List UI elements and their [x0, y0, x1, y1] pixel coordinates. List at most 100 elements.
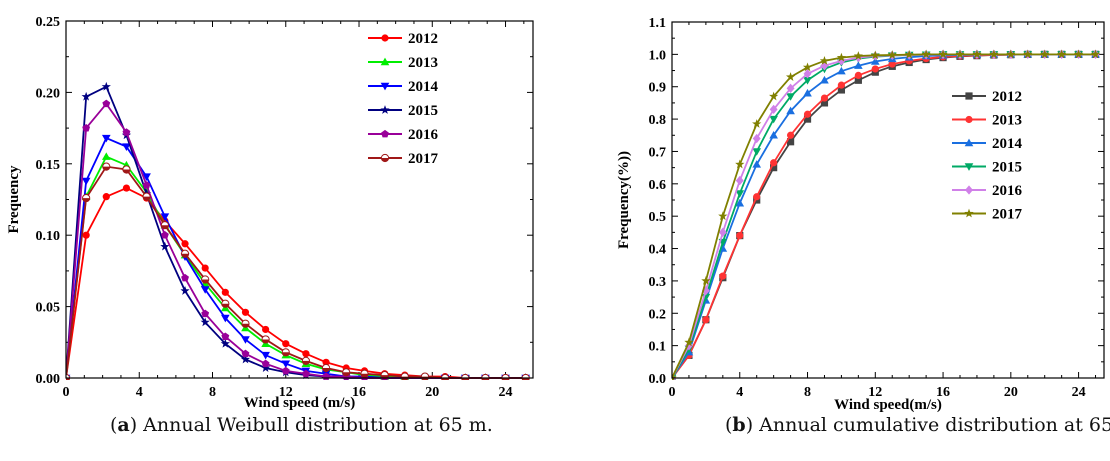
data-point	[82, 193, 91, 203]
data-point	[221, 299, 230, 308]
legend-label: 2016	[408, 127, 439, 143]
x-tick-label: 16	[352, 385, 366, 400]
data-point	[301, 369, 310, 378]
x-tick-label: 16	[936, 385, 950, 400]
data-point	[955, 49, 965, 59]
data-point	[342, 368, 351, 377]
x-tick-label: 4	[136, 385, 143, 400]
data-point	[752, 148, 762, 156]
data-point	[820, 99, 829, 107]
x-axis-title: Wind speed(m/s)	[834, 397, 942, 413]
series-line	[66, 102, 526, 379]
data-point	[786, 106, 795, 115]
marker-fill	[142, 196, 151, 201]
data-point	[200, 317, 210, 327]
data-point	[221, 332, 230, 340]
data-point	[752, 133, 761, 144]
data-point	[221, 288, 229, 296]
data-point	[921, 49, 931, 59]
y-tick-label: 0.00	[36, 372, 61, 387]
data-point	[281, 360, 291, 369]
legend-label: 2016	[992, 183, 1023, 199]
legend-label: 2014	[408, 79, 439, 95]
legend-label: 2014	[992, 136, 1023, 152]
legend-marker	[965, 185, 973, 195]
data-point	[820, 94, 829, 102]
data-point	[802, 62, 813, 72]
data-point	[769, 91, 779, 101]
legend-item-2015: 2015	[368, 103, 438, 119]
caption-b: (b) Annual cumulative distribution at 65…	[725, 414, 1110, 436]
marker-fill	[381, 158, 389, 162]
data-point	[201, 309, 210, 318]
y-tick-label: 0.0	[649, 372, 667, 387]
legend-marker	[380, 57, 390, 66]
data-point	[735, 190, 745, 198]
data-point	[1006, 49, 1016, 59]
caption-a: (a) Annual Weibull distribution at 65 m.	[110, 414, 493, 436]
data-point	[837, 86, 846, 94]
series-line	[66, 155, 526, 379]
data-point	[752, 119, 762, 128]
y-tick-label: 0.7	[649, 145, 667, 160]
data-point	[261, 359, 270, 368]
y-tick-label: 0.9	[649, 81, 667, 96]
data-point	[82, 231, 90, 239]
x-axis-title: Wind speed (m/s)	[244, 395, 355, 411]
data-point	[262, 325, 270, 334]
data-point	[102, 193, 110, 201]
data-point	[735, 159, 745, 169]
legend-item-2013: 2013	[952, 113, 1022, 129]
data-point	[1073, 49, 1084, 59]
data-point	[736, 232, 744, 240]
data-point	[972, 49, 982, 59]
legend-marker	[380, 105, 390, 114]
legend-label: 2013	[408, 55, 438, 71]
data-point	[181, 240, 189, 248]
series-2013	[672, 50, 1100, 380]
legend-marker	[380, 82, 390, 91]
data-point	[282, 340, 290, 348]
data-point	[82, 123, 91, 132]
x-tick-label: 20	[1004, 385, 1018, 400]
data-point	[786, 131, 795, 139]
data-point	[281, 348, 290, 357]
legend-item-2017: 2017	[368, 151, 439, 167]
series-line	[66, 187, 526, 379]
data-point	[854, 76, 862, 84]
y-tick-label: 0.2	[649, 307, 667, 322]
legend-marker	[965, 92, 973, 100]
caption-a-open: (	[110, 414, 118, 436]
legend-item-2013: 2013	[368, 55, 438, 71]
data-point	[181, 273, 189, 282]
series-2012	[672, 50, 1100, 380]
series-line	[66, 165, 526, 379]
data-point	[684, 337, 694, 347]
legend-item-2012: 2012	[952, 89, 1022, 105]
caption-a-tag: a	[117, 414, 130, 436]
data-point	[837, 66, 846, 75]
legend-marker	[381, 129, 389, 138]
legend-marker	[964, 163, 974, 171]
data-point	[719, 272, 727, 280]
y-tick-label: 0.25	[36, 15, 61, 30]
series-2017	[66, 162, 530, 380]
series-2016	[66, 99, 530, 380]
legend-label: 2015	[992, 160, 1022, 176]
data-point	[160, 221, 169, 230]
data-point	[101, 152, 111, 160]
data-point	[701, 276, 711, 285]
x-tick-label: 24	[499, 385, 513, 400]
series-2015	[672, 51, 1100, 380]
y-tick-label: 0.15	[36, 158, 61, 173]
series-line	[66, 85, 526, 379]
marker-fill	[342, 372, 350, 376]
data-point	[718, 227, 727, 238]
data-point	[938, 49, 948, 59]
marker-fill	[161, 225, 169, 229]
marker-fill	[122, 169, 131, 174]
chart-panel-a: 0 4 8 12 16 20 24 0.00 0.05 0.10 0.15 0.20 0.25 Wind …	[6, 15, 534, 411]
data-point	[241, 349, 250, 358]
data-point	[281, 366, 290, 375]
y-tick-label: 0.6	[649, 178, 667, 193]
